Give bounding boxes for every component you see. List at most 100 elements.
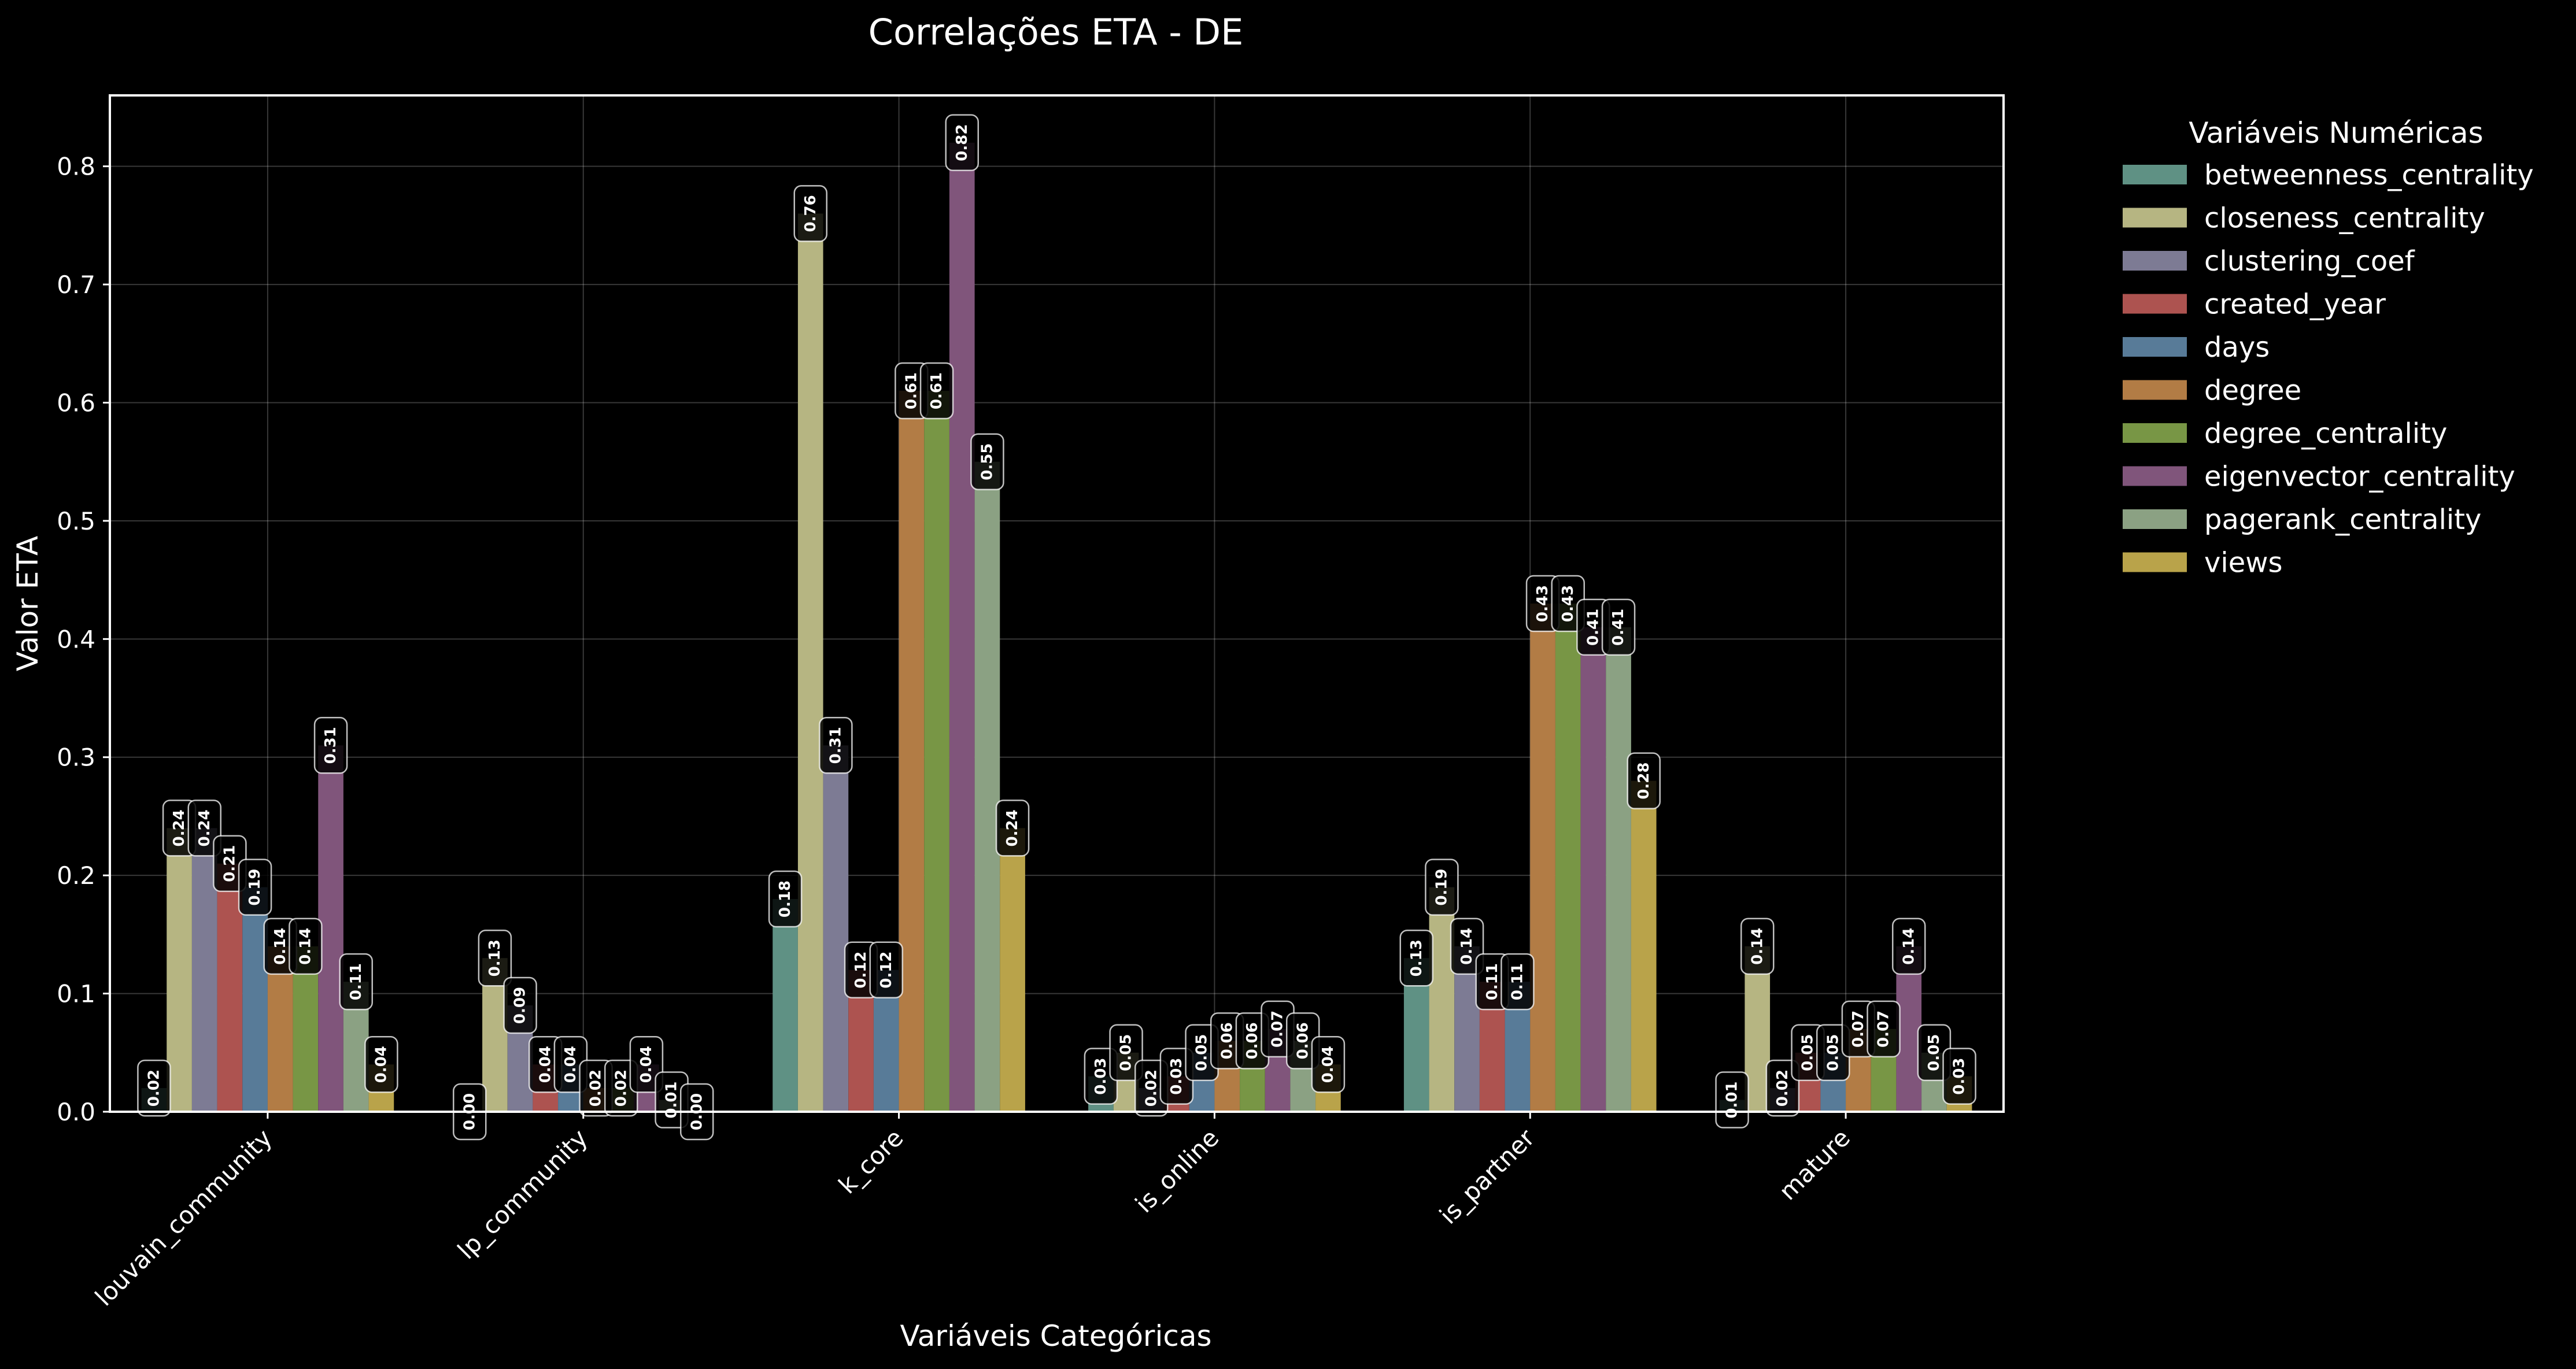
bar-value-label: 0.24 xyxy=(995,800,1030,857)
bar-value-label-text: 0.04 xyxy=(1320,1046,1337,1083)
bar-value-label: 0.07 xyxy=(1261,1000,1295,1058)
bar-value-label: 0.55 xyxy=(970,433,1004,490)
bar-value-label: 0.82 xyxy=(945,114,979,172)
bar-value-label-text: 0.04 xyxy=(372,1046,390,1083)
bar-value-label-text: 0.11 xyxy=(348,963,365,1000)
bar-value-label: 0.03 xyxy=(1084,1048,1118,1105)
bar-value-label-text: 0.12 xyxy=(852,952,870,989)
legend-item: views xyxy=(2123,547,2283,579)
bar-value-label: 0.31 xyxy=(313,717,348,774)
bar-clustering_coef-k_core xyxy=(823,745,849,1112)
legend-item: eigenvector_centrality xyxy=(2123,461,2515,493)
bar-value-label-text: 0.11 xyxy=(1484,963,1501,1000)
bar-value-label-text: 0.61 xyxy=(928,372,945,409)
bar-value-label-text: 0.18 xyxy=(777,880,794,917)
bar-value-label-text: 0.24 xyxy=(196,809,213,846)
bar-value-label: 0.21 xyxy=(213,835,247,892)
x-tick-label: is_online xyxy=(1130,1123,1225,1218)
legend-label: days xyxy=(2204,331,2270,364)
bar-value-label: 0.04 xyxy=(528,1035,563,1093)
plot-frame xyxy=(109,94,2005,1113)
y-tick-label: 0.1 xyxy=(57,980,95,1008)
bar-value-label: 0.12 xyxy=(844,941,878,998)
bar-value-label-text: 0.02 xyxy=(145,1070,162,1107)
bar-value-label-text: 0.09 xyxy=(512,987,529,1024)
bar-value-label-text: 0.03 xyxy=(1168,1058,1185,1095)
bar-value-label: 0.01 xyxy=(1715,1071,1749,1128)
bar-value-label-text: 0.13 xyxy=(1408,939,1425,976)
bar-value-label-text: 0.14 xyxy=(1749,928,1766,965)
bar-value-label: 0.28 xyxy=(1627,752,1661,809)
bar-views-k_core xyxy=(1000,828,1025,1112)
bar-value-label-box xyxy=(313,717,348,774)
bar-value-label: 0.03 xyxy=(1942,1048,1976,1105)
bar-value-label-text: 0.24 xyxy=(171,809,188,846)
legend-item: clustering_coef xyxy=(2123,245,2415,278)
bar-eigenvector_centrality-is_partner xyxy=(1580,627,1606,1112)
bar-value-label-text: 0.06 xyxy=(1218,1022,1236,1059)
y-tick-label: 0.5 xyxy=(57,507,95,535)
bar-value-label: 0.24 xyxy=(162,800,197,857)
bar-value-label-text: 0.02 xyxy=(1143,1070,1160,1107)
legend-item: betweenness_centrality xyxy=(2123,159,2534,191)
bar-value-label-text: 0.43 xyxy=(1559,585,1577,622)
bar-value-label-text: 0.19 xyxy=(246,869,264,906)
bar-value-label: 0.09 xyxy=(503,976,537,1034)
bar-value-label-text: 0.02 xyxy=(587,1070,605,1107)
bar-value-label: 0.02 xyxy=(579,1059,613,1117)
bar-value-label: 0.43 xyxy=(1525,575,1560,632)
y-tick-label: 0.2 xyxy=(57,861,95,890)
bar-value-label-text: 0.06 xyxy=(1294,1022,1311,1059)
bar-value-label-text: 0.14 xyxy=(297,928,314,965)
bar-value-label-text: 0.76 xyxy=(802,195,819,232)
legend-item: degree xyxy=(2123,375,2301,407)
bar-value-label: 0.11 xyxy=(339,953,373,1011)
bar-value-label: 0.12 xyxy=(869,941,903,998)
legend-label: degree_centrality xyxy=(2204,417,2447,450)
bar-value-label: 0.43 xyxy=(1551,575,1585,632)
bar-value-label: 0.04 xyxy=(629,1035,664,1093)
bar-value-label: 0.07 xyxy=(1867,1000,1901,1058)
legend-label: clustering_coef xyxy=(2204,245,2415,278)
legend-item: degree_centrality xyxy=(2123,417,2447,450)
x-axis-ticks: louvain_community lp_community k_core is_on… xyxy=(90,1112,1856,1311)
bar-value-label: 0.06 xyxy=(1286,1012,1320,1070)
x-tick-label: lp_community xyxy=(452,1123,593,1264)
bar-value-label: 0.76 xyxy=(793,185,827,242)
bar-value-label-box xyxy=(1399,930,1433,987)
bar-value-label-box xyxy=(1740,917,1775,975)
bar-value-label: 0.03 xyxy=(1159,1048,1194,1105)
bar-value-label: 0.02 xyxy=(1134,1059,1169,1117)
bar-days-louvain_community xyxy=(242,887,268,1112)
bar-value-label-box xyxy=(503,976,537,1034)
bar-value-label-box xyxy=(819,717,853,774)
bar-value-label: 0.19 xyxy=(238,859,272,916)
bar-value-label-text: 0.41 xyxy=(1610,609,1627,646)
bar-value-label-text: 0.05 xyxy=(1118,1034,1135,1071)
legend-swatch xyxy=(2123,466,2187,486)
legend-swatch xyxy=(2123,509,2187,529)
legend-swatch xyxy=(2123,251,2187,271)
bar-value-label-box xyxy=(137,1059,171,1117)
bar-value-label: 0.06 xyxy=(1235,1012,1270,1070)
bar-value-label-box xyxy=(1109,1024,1143,1082)
grid xyxy=(110,95,2004,1112)
bar-value-label-box xyxy=(1715,1071,1749,1128)
bar-value-label-text: 0.14 xyxy=(272,928,289,965)
bar-value-label-box xyxy=(1867,1000,1901,1058)
bar-value-label-text: 0.01 xyxy=(663,1081,681,1118)
bar-value-label-text: 0.03 xyxy=(1951,1058,1968,1095)
legend: Variáveis Numéricas betweenness_centrali… xyxy=(2123,116,2534,579)
bar-value-label-text: 0.05 xyxy=(1925,1034,1943,1071)
bar-value-label: 0.61 xyxy=(919,362,954,420)
bar-value-label-text: 0.11 xyxy=(1509,963,1526,1000)
bar-value-label-text: 0.04 xyxy=(537,1046,554,1083)
bar-pagerank_centrality-k_core xyxy=(974,461,1000,1112)
bar-value-label: 0.14 xyxy=(1450,917,1484,975)
y-tick-label: 0.0 xyxy=(57,1098,95,1126)
y-tick-label: 0.7 xyxy=(57,271,95,299)
bar-value-label-box xyxy=(339,953,373,1011)
bar-value-label-box xyxy=(1765,1059,1800,1117)
bar-value-label-text: 0.04 xyxy=(562,1046,579,1083)
bar-value-label: 0.05 xyxy=(1816,1024,1850,1082)
